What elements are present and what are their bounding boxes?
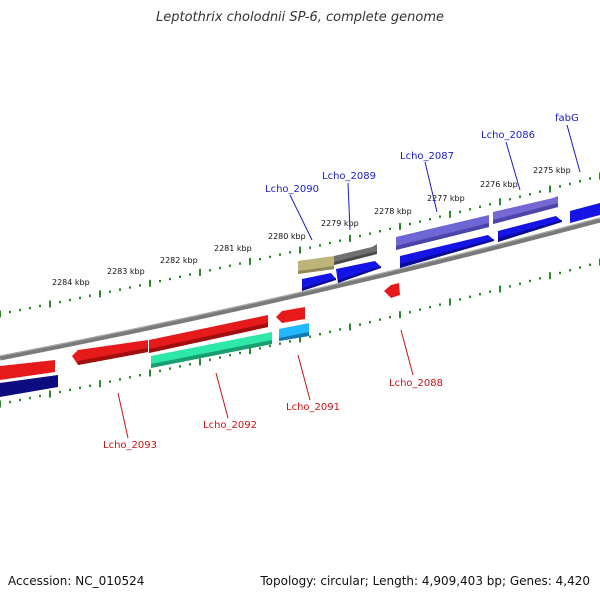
genome-backbone <box>0 217 600 361</box>
leader-lcho-2092 <box>215 372 229 419</box>
scale-labels: 2284 kbp 2283 kbp 2282 kbp 2281 kbp 2280… <box>52 166 571 287</box>
scale-label: 2281 kbp <box>214 244 252 253</box>
gene-label-lcho-2086: Lcho_2086 <box>481 130 535 141</box>
gene-label-fabg: fabG <box>555 113 579 124</box>
scale-label: 2282 kbp <box>160 256 198 265</box>
gene-track-red <box>0 283 400 380</box>
gene-lcho-2093[interactable] <box>0 375 58 397</box>
gene-track-outer <box>298 196 600 274</box>
scale-label: 2283 kbp <box>107 267 145 276</box>
gene-label-lcho-2090: Lcho_2090 <box>265 184 319 195</box>
gene-blue-1-shade <box>302 278 336 291</box>
inner-tick-track <box>0 258 600 408</box>
gene-lcho-2091-red[interactable] <box>276 307 305 323</box>
gene-label-lcho-2088: Lcho_2088 <box>389 378 443 389</box>
leader-lcho-2087 <box>424 161 438 213</box>
scale-label: 2284 kbp <box>52 278 90 287</box>
scale-label: 2280 kbp <box>268 232 306 241</box>
gene-red-large-shade <box>149 323 268 353</box>
gene-track-blue <box>302 216 562 291</box>
gene-blue-2-shade <box>338 266 381 283</box>
gene-lcho-2087-shade <box>396 223 489 250</box>
gene-lcho-2091-shade <box>279 332 309 341</box>
gene-blue-4-shade <box>498 220 562 242</box>
gene-red-left[interactable] <box>0 360 55 380</box>
scale-label: 2277 kbp <box>427 194 465 203</box>
leader-fabg <box>566 124 581 173</box>
gene-labels-top: Lcho_2090 Lcho_2089 Lcho_2087 Lcho_2086 … <box>265 113 579 195</box>
outer-tick-track <box>0 172 600 318</box>
gene-lcho-2092-shade <box>151 340 272 368</box>
leader-lcho-2090 <box>289 194 313 241</box>
gene-label-lcho-2087: Lcho_2087 <box>400 151 454 162</box>
gene-lcho-2086-shade <box>493 203 558 224</box>
scale-label: 2279 kbp <box>321 219 359 228</box>
gene-labels-bottom: Lcho_2093 Lcho_2092 Lcho_2091 Lcho_2088 <box>103 378 443 451</box>
gene-lcho-2088[interactable] <box>384 283 400 298</box>
gene-label-lcho-2092: Lcho_2092 <box>203 420 257 431</box>
gene-lcho-2089-shade <box>334 251 377 265</box>
leader-lcho-2086 <box>505 141 521 191</box>
gene-label-lcho-2091: Lcho_2091 <box>286 402 340 413</box>
leader-lcho-2093 <box>117 392 129 439</box>
scale-label: 2276 kbp <box>480 180 518 189</box>
gene-label-lcho-2089: Lcho_2089 <box>322 171 376 182</box>
map-title: Leptothrix cholodnii SP-6, complete geno… <box>156 10 444 25</box>
scale-label: 2275 kbp <box>533 166 571 175</box>
gene-label-lcho-2093: Lcho_2093 <box>103 440 157 451</box>
gene-fabg[interactable] <box>570 203 600 223</box>
gene-lcho-2090-shade <box>298 266 334 274</box>
leader-lcho-2088 <box>400 329 414 376</box>
leader-lcho-2089 <box>347 182 351 231</box>
gene-red-mid-shade <box>78 348 148 365</box>
accession-text: Accession: NC_010524 <box>8 574 145 588</box>
leader-lcho-2091 <box>297 354 311 401</box>
gene-blue-3-shade <box>400 239 494 268</box>
gene-track-inner <box>0 323 309 397</box>
genome-summary-text: Topology: circular; Length: 4,909,403 bp… <box>260 574 590 588</box>
label-leaders <box>117 124 581 439</box>
scale-label: 2278 kbp <box>374 207 412 216</box>
genome-backbone-highlight <box>0 217 600 357</box>
